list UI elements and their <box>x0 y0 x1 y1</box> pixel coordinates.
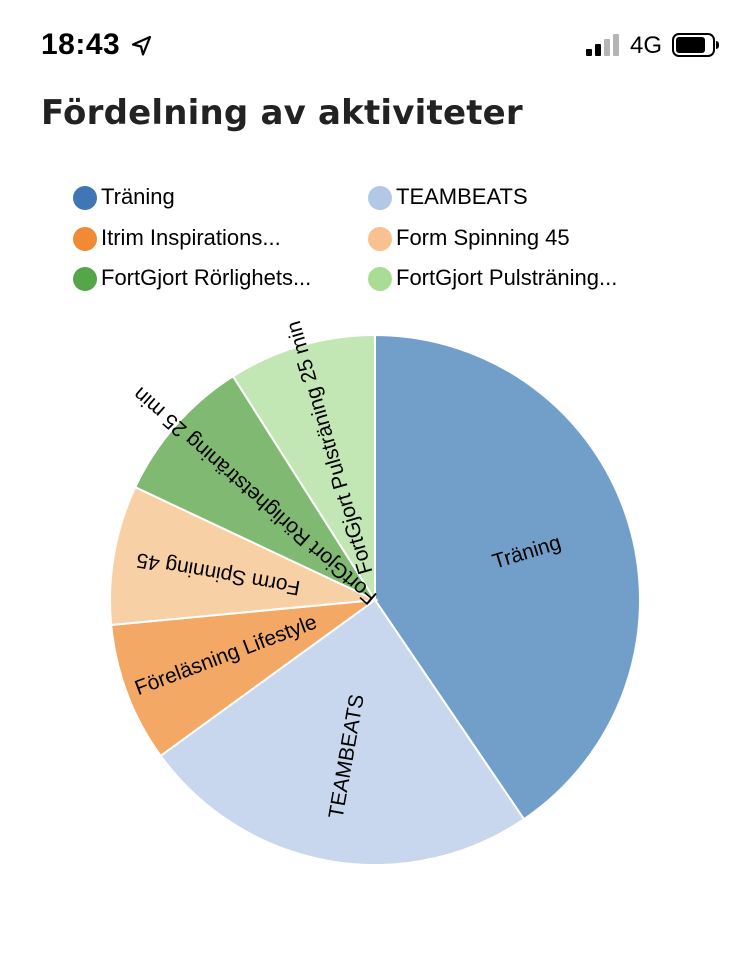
legend-label-3: Itrim Inspirations... <box>101 225 281 250</box>
signal-icon <box>586 34 619 56</box>
legend-label-4: Form Spinning 45 <box>396 225 570 250</box>
battery-icon <box>672 33 719 57</box>
status-time: 18:43 <box>41 28 121 61</box>
legend-label-2: TEAMBEATS <box>396 184 528 209</box>
legend-item-4[interactable]: Form Spinning 45 <box>368 225 570 251</box>
legend-item-1[interactable]: Träning <box>73 184 175 210</box>
pie-slices <box>109 333 641 867</box>
legend-label-6: FortGjort Pulsträning... <box>396 265 617 290</box>
location-arrow-icon <box>131 35 152 56</box>
pie-slice-3[interactable] <box>110 598 379 758</box>
legend-swatch-6 <box>368 267 392 291</box>
legend-swatch-5 <box>73 267 97 291</box>
pie-slice-2[interactable] <box>159 598 526 867</box>
chart-legend: Träning TEAMBEATS Itrim Inspirations... For… <box>73 184 617 291</box>
pie-slice-1[interactable] <box>374 333 641 821</box>
pie-slice-5[interactable] <box>133 374 378 603</box>
legend-swatch-2 <box>368 186 392 210</box>
legend-item-2[interactable]: TEAMBEATS <box>368 184 528 210</box>
status-bar: 18:43 4G <box>0 0 750 90</box>
legend-item-3[interactable]: Itrim Inspirations... <box>73 225 281 251</box>
legend-swatch-3 <box>73 227 97 251</box>
network-label: 4G <box>630 32 663 59</box>
pie-slice-4[interactable] <box>109 485 379 627</box>
legend-item-5[interactable]: FortGjort Rörlighets... <box>73 265 311 291</box>
legend-label-5: FortGjort Rörlighets... <box>101 265 311 290</box>
legend-swatch-4 <box>368 227 392 251</box>
page-title: Fördelning av aktiviteter <box>41 93 523 133</box>
legend-item-6[interactable]: FortGjort Pulsträning... <box>368 265 617 291</box>
pie-slice-6[interactable] <box>231 333 376 604</box>
legend-swatch-1 <box>73 186 97 210</box>
legend-label-1: Träning <box>101 184 175 209</box>
